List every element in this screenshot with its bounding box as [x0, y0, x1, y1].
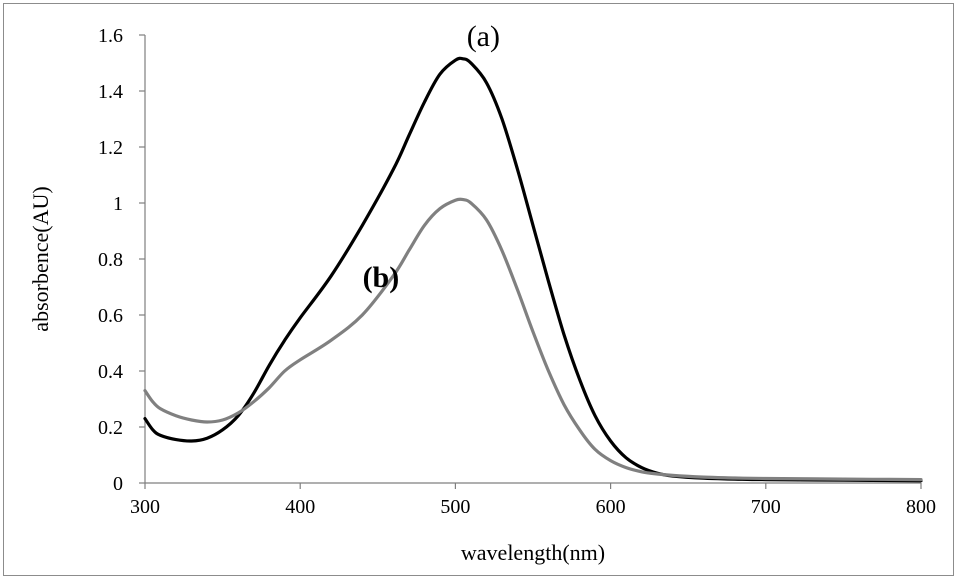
- y-tick-label: 1.2: [98, 137, 123, 159]
- annotations: (a) (b): [363, 20, 500, 294]
- y-tick-label: 1: [113, 193, 123, 215]
- y-tick-label: 0.2: [98, 417, 123, 439]
- x-tick-label: 300: [130, 496, 160, 518]
- annotation-label: (a): [467, 20, 500, 53]
- series-lines: [143, 56, 923, 483]
- axes: [139, 34, 922, 489]
- x-tick-label: 800: [906, 496, 936, 518]
- y-tick-label: 0: [113, 473, 123, 495]
- y-tick-label: 0.6: [98, 305, 123, 327]
- tick-labels: 0 0.2 0.4 0.6 0.8 1 1.2 1.4 1.6 300 400 500 600 700 80…: [98, 25, 936, 518]
- series-line-1: [143, 56, 923, 483]
- annotation-label: (b): [363, 261, 400, 294]
- y-tick-label: 0.4: [98, 361, 123, 383]
- y-tick-label: 1.4: [98, 81, 123, 103]
- y-axis-title: absorbence(AU): [28, 186, 53, 331]
- y-tick-label: 0.8: [98, 249, 123, 271]
- x-tick-label: 400: [285, 496, 315, 518]
- x-tick-label: 600: [596, 496, 626, 518]
- x-axis-title: wavelength(nm): [461, 540, 605, 565]
- series-line-2: [143, 197, 923, 482]
- y-tick-label: 1.6: [98, 25, 123, 47]
- x-tick-label: 500: [440, 496, 470, 518]
- x-tick-label: 700: [751, 496, 781, 518]
